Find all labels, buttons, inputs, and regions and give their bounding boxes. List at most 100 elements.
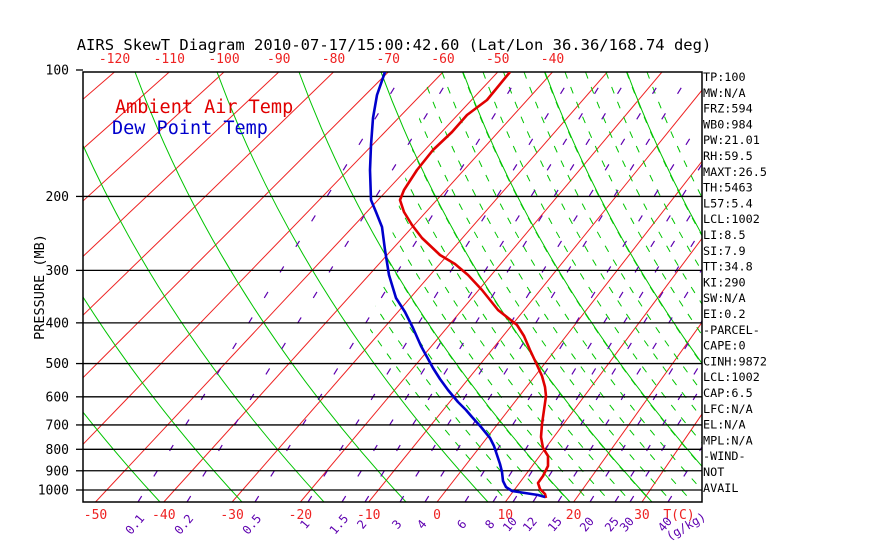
top-temp-tick-label: -70 bbox=[377, 52, 400, 67]
bottom-temp-tick-label: -30 bbox=[220, 508, 243, 523]
isotherm-line bbox=[504, 237, 702, 502]
mixing-ratio-line bbox=[424, 72, 692, 502]
stats-line: AVAIL bbox=[703, 481, 739, 495]
top-temp-tick-label: -80 bbox=[322, 52, 345, 67]
dry-adiabat-line bbox=[216, 72, 489, 502]
pressure-tick-label: 100 bbox=[46, 64, 69, 79]
bottom-temp-tick-label: 10 bbox=[497, 508, 513, 523]
pressure-tick-label: 300 bbox=[46, 264, 69, 279]
bottom-temp-tick-label: -50 bbox=[84, 508, 107, 523]
moist-adiabat-line bbox=[330, 72, 550, 502]
isotherm-line bbox=[83, 72, 389, 379]
stats-line: LFC:N/A bbox=[703, 402, 753, 416]
top-temp-tick-label: -60 bbox=[431, 52, 454, 67]
moist-adiabat-line bbox=[330, 72, 529, 502]
pressure-tick-label: 200 bbox=[46, 190, 69, 205]
stats-line: TT:34.8 bbox=[703, 260, 753, 274]
isotherm-grid bbox=[0, 72, 702, 502]
pressure-tick-label: 500 bbox=[46, 357, 69, 372]
mixing-ratio-line bbox=[364, 72, 632, 502]
moist-adiabat-grid bbox=[330, 72, 702, 502]
moist-adiabat-line bbox=[421, 72, 693, 502]
dry-adiabat-line bbox=[462, 72, 702, 468]
moist-adiabat-line bbox=[523, 72, 702, 502]
stats-line: MAXT:26.5 bbox=[703, 165, 767, 179]
isotherm-line bbox=[83, 72, 334, 316]
bottom-temp-axis: -50 -40 -30 -20 -10 0 10 20 30 T(C) bbox=[84, 508, 695, 523]
mixing-ratio-line bbox=[399, 72, 667, 502]
moist-adiabat-line bbox=[330, 72, 570, 502]
pressure-gridlines: 100 200 300 400 500 600 700 800 900 1000 bbox=[38, 64, 702, 499]
pressure-tick-label: 1000 bbox=[38, 484, 69, 499]
moist-adiabat-line bbox=[441, 72, 702, 502]
bottom-temp-tick-label: 20 bbox=[566, 508, 582, 523]
legend-ambient-temp-label: Ambient Air Temp bbox=[115, 97, 293, 118]
dry-adiabat-line bbox=[83, 144, 325, 502]
stats-line: -PARCEL- bbox=[703, 323, 760, 337]
stats-line: WB0:984 bbox=[703, 117, 753, 131]
stats-line: CINH:9872 bbox=[703, 354, 767, 368]
stats-line: SW:N/A bbox=[703, 291, 746, 305]
pressure-tick-label: 900 bbox=[46, 464, 69, 479]
moist-adiabat-line bbox=[330, 72, 509, 502]
moist-adiabat-line bbox=[359, 72, 632, 502]
isotherm-line bbox=[0, 72, 60, 502]
stats-line: PW:21.01 bbox=[703, 133, 760, 147]
moist-adiabat-line bbox=[330, 72, 591, 502]
mixing-ratio-tick-label: 8 bbox=[482, 517, 497, 532]
stats-line: -WIND- bbox=[703, 449, 746, 463]
background-grid bbox=[0, 72, 702, 502]
stats-line: CAPE:0 bbox=[703, 339, 746, 353]
stats-line: TH:5463 bbox=[703, 181, 753, 195]
stats-line: LCL:1002 bbox=[703, 212, 760, 226]
mixing-ratio-grid bbox=[137, 72, 702, 502]
isotherm-line bbox=[231, 72, 608, 502]
top-temp-tick-label: -40 bbox=[541, 52, 564, 67]
moist-adiabat-line bbox=[544, 72, 702, 502]
mixing-ratio-line bbox=[186, 72, 454, 502]
moist-adiabat-line bbox=[482, 72, 702, 502]
mixing-ratio-line bbox=[464, 117, 702, 502]
stats-line: SI:7.9 bbox=[703, 244, 746, 258]
chart-title: AIRS SkewT Diagram 2010-07-17/15:00:42.6… bbox=[77, 36, 712, 54]
bottom-temp-tick-label: 0 bbox=[433, 508, 441, 523]
dewpoint-curve bbox=[368, 72, 546, 499]
isotherm-line bbox=[95, 72, 499, 502]
moist-adiabat-line bbox=[605, 72, 702, 502]
isotherm-line bbox=[300, 72, 663, 502]
stats-line: L57:5.4 bbox=[703, 196, 753, 210]
stats-line: LI:8.5 bbox=[703, 228, 746, 242]
plot-border bbox=[82, 71, 703, 503]
stats-line: TP:100 bbox=[703, 70, 746, 84]
moist-adiabat-line bbox=[503, 72, 702, 502]
stats-line: MPL:N/A bbox=[703, 433, 753, 447]
top-temp-axis: -120 -110 -100 -90 -80 -70 -60 -50 -40 bbox=[99, 52, 564, 67]
legend-dewpoint-label: Dew Point Temp bbox=[112, 118, 268, 139]
top-temp-tick-label: -100 bbox=[208, 52, 239, 67]
mixing-ratio-tick-label: 3 bbox=[389, 517, 404, 532]
isotherm-line bbox=[641, 413, 702, 502]
stats-line: RH:59.5 bbox=[703, 149, 753, 163]
mixing-ratio-line bbox=[137, 72, 405, 502]
isotherm-line bbox=[436, 160, 702, 502]
bottom-temp-tick-label: 30 bbox=[634, 508, 650, 523]
mixing-ratio-line bbox=[341, 72, 609, 502]
pressure-tick-label: 800 bbox=[46, 443, 69, 458]
pressure-tick-label: 400 bbox=[46, 316, 69, 331]
stats-line: EL:N/A bbox=[703, 418, 746, 432]
moist-adiabat-line bbox=[564, 72, 702, 502]
dry-adiabat-line bbox=[83, 296, 243, 502]
moist-adiabat-line bbox=[626, 72, 702, 502]
dry-adiabat-line bbox=[83, 411, 161, 502]
pressure-axis-label: PRESSURE (MB) bbox=[32, 234, 48, 340]
moist-adiabat-line bbox=[400, 72, 673, 502]
stats-line: LCL:1002 bbox=[703, 370, 760, 384]
moist-adiabat-line bbox=[585, 72, 702, 502]
isotherm-line bbox=[83, 72, 225, 202]
isotherm-line bbox=[573, 321, 702, 502]
dry-adiabat-line bbox=[134, 72, 407, 502]
